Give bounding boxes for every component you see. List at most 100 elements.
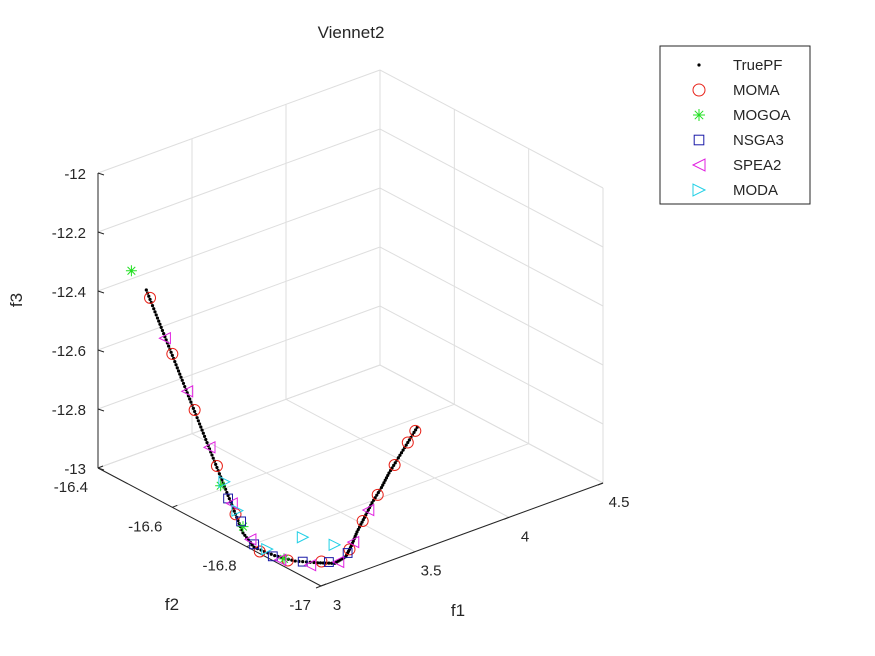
data-point-truepf (214, 462, 218, 466)
data-point-truepf (154, 313, 158, 317)
data-point-truepf (144, 288, 148, 292)
x-tick-mark (315, 585, 322, 589)
data-point-truepf (160, 328, 165, 333)
data-point-moma (144, 291, 157, 304)
data-point-truepf (155, 316, 160, 320)
data-point-truepf (381, 483, 385, 487)
data-point-truepf (176, 369, 181, 373)
y-tick-label: -16.6 (128, 518, 162, 535)
z-tick-mark (97, 349, 105, 353)
back-wall-gridline (97, 69, 381, 174)
data-point-spea2 (346, 535, 360, 549)
x-axis-line (320, 482, 604, 587)
data-point-mogoa (125, 265, 137, 277)
data-point-moma (409, 424, 422, 437)
y-tick-label: -16.8 (202, 558, 236, 575)
data-point-truepf (205, 440, 209, 445)
data-point-nsga3 (267, 551, 278, 562)
data-point-truepf (158, 322, 162, 326)
data-point-truepf (373, 496, 377, 500)
floor-gridline (246, 443, 529, 548)
data-point-moma (343, 543, 356, 556)
data-point-truepf (227, 497, 231, 501)
data-point-truepf (178, 372, 182, 376)
data-point-truepf (290, 558, 294, 562)
data-point-truepf (181, 381, 186, 386)
data-point-truepf (210, 453, 214, 457)
data-point-truepf (375, 493, 379, 497)
data-point-truepf (188, 397, 192, 401)
legend-marker-spea2 (691, 158, 706, 172)
data-point-truepf (180, 378, 184, 382)
data-point-truepf (179, 375, 183, 379)
data-point-truepf (204, 437, 208, 442)
x-tick-label: 4.5 (609, 494, 630, 511)
data-point-nsga3 (297, 556, 308, 567)
data-point-moma (210, 460, 223, 473)
data-point-truepf (167, 344, 171, 348)
data-point-truepf (183, 384, 187, 389)
data-point-truepf (414, 428, 418, 432)
axes-ticks: 3 3.5 4 4.5 -17 -16.8 -16.6 -16.4-13 -12.8 -12.6 -… (52, 166, 630, 614)
data-point-truepf (407, 438, 411, 442)
data-point-truepf (189, 400, 193, 404)
x-tick-mark (409, 551, 416, 555)
data-point-truepf (243, 533, 247, 537)
data-point-spea2 (243, 533, 257, 546)
data-point-spea2 (361, 503, 375, 517)
data-point-truepf (390, 466, 394, 470)
side-wall-gridline (379, 69, 604, 189)
data-point-truepf (157, 319, 161, 323)
data-point-truepf (399, 451, 404, 455)
legend-label-spea2: SPEA2 (733, 157, 781, 174)
data-point-truepf (202, 434, 207, 438)
data-point-truepf (398, 453, 402, 457)
data-point-spea2 (180, 384, 194, 398)
data-point-moma (388, 459, 401, 472)
series-truepf (144, 288, 419, 565)
data-point-truepf (379, 485, 384, 490)
side-wall-gridline (379, 364, 604, 484)
legend-marker-truepf (697, 63, 701, 67)
y-axis-line (97, 467, 322, 587)
floor-gridline (191, 433, 416, 553)
data-point-truepf (361, 518, 365, 522)
data-point-truepf (301, 560, 305, 564)
legend-marker-moma (692, 83, 706, 97)
data-point-mogoa (237, 521, 249, 533)
data-point-truepf (211, 456, 215, 460)
data-point-spea2 (158, 331, 171, 345)
data-point-truepf (387, 471, 391, 475)
data-point-moma (401, 436, 414, 449)
data-point-truepf (226, 493, 230, 498)
series-spea2 (158, 331, 375, 572)
data-point-truepf (392, 463, 396, 467)
data-point-truepf (193, 409, 197, 414)
data-point-truepf (225, 490, 229, 495)
data-point-truepf (152, 307, 156, 311)
data-point-truepf (153, 310, 157, 314)
data-point-spea2 (303, 558, 317, 572)
data-point-truepf (382, 481, 386, 485)
data-point-moma (166, 347, 179, 360)
data-point-moma (253, 545, 266, 558)
side-wall-gridline (379, 128, 604, 248)
x-axis-label: f1 (451, 601, 465, 620)
data-point-truepf (175, 366, 179, 370)
data-point-truepf (318, 561, 323, 565)
legend-label-moma: MOMA (733, 82, 780, 99)
data-point-truepf (200, 428, 204, 432)
data-point-truepf (224, 487, 228, 491)
back-wall-gridline (97, 128, 381, 233)
z-tick-label: -12.4 (52, 284, 86, 301)
chart-title: Viennet2 (318, 23, 385, 42)
data-point-truepf (241, 531, 245, 535)
data-point-truepf (393, 461, 397, 465)
y-tick-mark (320, 583, 327, 587)
data-point-truepf (273, 554, 277, 558)
legend: TruePF MOMA MOGOA NSGA3 SPEA2 MODA (659, 45, 811, 205)
y-tick-mark (97, 465, 104, 469)
data-point-truepf (237, 521, 241, 526)
data-point-nsga3 (249, 539, 260, 550)
legend-label-mogoa: MOGOA (733, 107, 791, 124)
